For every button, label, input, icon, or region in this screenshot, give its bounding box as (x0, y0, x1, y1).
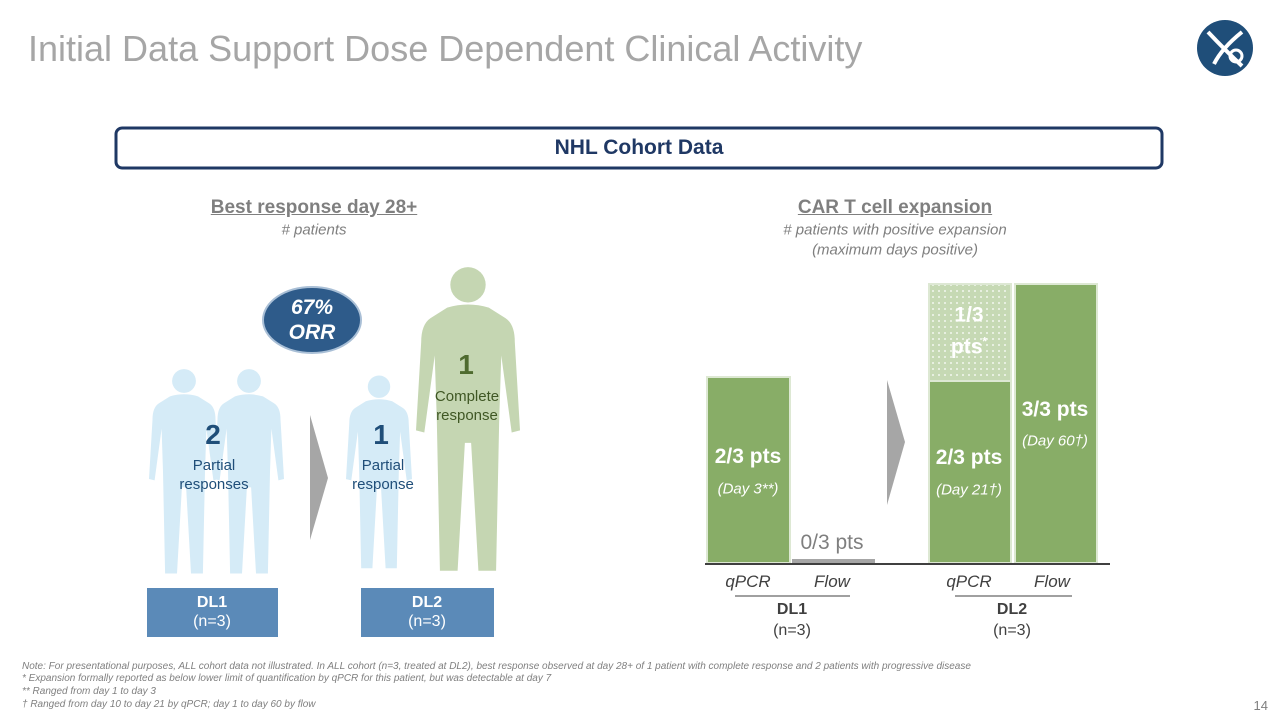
bar (1014, 283, 1098, 564)
mark: * (982, 334, 988, 349)
method-label: Flow (1034, 572, 1070, 591)
banner-box (114, 126, 1164, 170)
bar (928, 283, 1012, 382)
footnote: ** Ranged from day 1 to day 3 (22, 686, 156, 697)
dose-label: DL2 (n=3) (408, 593, 446, 631)
bar (706, 376, 791, 564)
dose-name: DL2 (411, 594, 443, 611)
footnote: Note: For presentational purposes, ALL c… (22, 661, 971, 672)
dose-name: DL1 (776, 601, 808, 618)
page-number: 14 (1253, 698, 1268, 713)
orr-badge (262, 286, 362, 354)
bar-label: 1/3 pts* (951, 302, 987, 361)
label-line: response (352, 476, 414, 493)
label-line: response (436, 407, 498, 424)
dose-n: (n=3) (408, 613, 446, 630)
bar-label: 3/3 pts (1021, 398, 1089, 421)
dose-label: DL1 (n=3) (193, 593, 231, 631)
badge-text: 67% ORR (289, 295, 336, 345)
label-line: responses (179, 476, 249, 493)
response-label: Partial response (352, 456, 414, 494)
method-label: Flow (814, 572, 850, 591)
bar-label: 2/3 pts (935, 446, 1003, 469)
dose-box (147, 588, 278, 637)
dose-name: DL1 (196, 594, 228, 611)
footnote: † Ranged from day 10 to day 21 by qPCR; … (22, 699, 316, 710)
dose-box (361, 588, 494, 637)
response-label: Partial responses (179, 456, 248, 494)
section-subtitle: # patients with positive expansion (783, 221, 1007, 239)
count: 1 (458, 349, 474, 380)
logo (1197, 20, 1253, 76)
arrow (887, 380, 905, 505)
bar-label: 2/3 pts (714, 445, 782, 468)
bar (928, 380, 1012, 564)
bar-note: (Day 21†) (936, 481, 1002, 499)
dose-n: (n=3) (193, 613, 231, 630)
bar-note: (Day 60†) (1022, 432, 1088, 450)
bar-label: 0/3 pts (800, 531, 864, 554)
dose-n: (n=3) (773, 622, 811, 639)
label-line: Complete (434, 388, 500, 405)
arrow (310, 415, 328, 540)
count: 1 (373, 419, 389, 450)
badge-line: 67% (290, 296, 334, 319)
label-line: Partial (192, 457, 236, 474)
dose-name: DL2 (996, 601, 1028, 618)
section-title: Best response day 28+ (210, 197, 418, 218)
label-line: pts (950, 335, 983, 359)
banner: NHL Cohort Data (554, 136, 724, 159)
section-title: CAR T cell expansion (797, 197, 993, 218)
section-subtitle: # patients (281, 221, 347, 239)
badge-line: ORR (288, 321, 336, 344)
footnote: * Expansion formally reported as below l… (22, 673, 552, 684)
response-label: Complete response (435, 387, 499, 425)
bar-note: (Day 3**) (717, 480, 779, 498)
method-label: qPCR (946, 572, 992, 591)
count: 2 (205, 419, 221, 450)
label-line: 1/3 (954, 303, 984, 327)
label-line: Partial (361, 457, 405, 474)
bar (792, 559, 875, 563)
dose-n: (n=3) (993, 622, 1031, 639)
method-label: qPCR (725, 572, 771, 591)
title: Initial Data Support Dose Dependent Clin… (28, 28, 863, 69)
section-subtitle: (maximum days positive) (812, 241, 978, 259)
